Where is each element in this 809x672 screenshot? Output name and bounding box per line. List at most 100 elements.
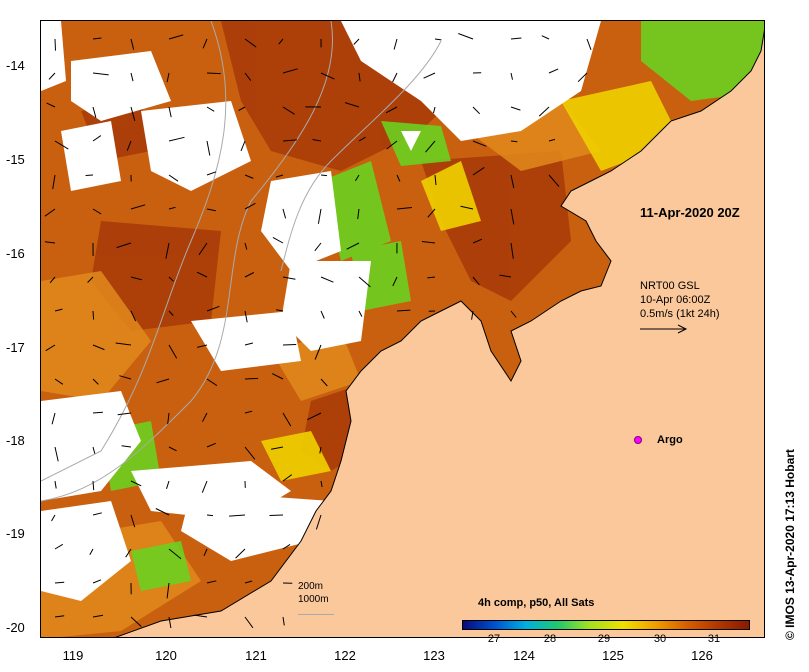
current-vector bbox=[320, 310, 325, 319]
lon-tick-label: 121 bbox=[245, 648, 267, 663]
current-vector bbox=[92, 512, 102, 516]
current-vector bbox=[358, 72, 361, 82]
current-vector bbox=[206, 140, 211, 156]
current-vector bbox=[48, 72, 56, 80]
current-vector bbox=[244, 174, 254, 179]
current-vector bbox=[434, 174, 437, 186]
current-vector bbox=[92, 310, 95, 320]
current-vector bbox=[282, 543, 291, 550]
current-vector bbox=[541, 35, 550, 40]
lat-tick-label: -14 bbox=[6, 58, 25, 73]
current-vector bbox=[130, 616, 142, 627]
current-vector bbox=[282, 344, 297, 346]
current-vector bbox=[386, 140, 398, 150]
current-vector bbox=[317, 208, 322, 224]
current-vector bbox=[92, 411, 103, 414]
current-vector bbox=[130, 38, 135, 50]
current-vectors bbox=[44, 33, 592, 629]
credit-line: © IMOS 13-Apr-2020 17:13 Hobart bbox=[783, 449, 797, 640]
argo-float-marker[interactable] bbox=[634, 436, 642, 444]
current-vector bbox=[206, 106, 215, 112]
current-vector bbox=[51, 514, 56, 522]
current-vector bbox=[244, 580, 253, 584]
current-vector bbox=[51, 412, 56, 425]
current-vector bbox=[92, 344, 105, 351]
current-vector bbox=[92, 480, 95, 491]
sst-map bbox=[41, 21, 764, 637]
cloud-gaps bbox=[41, 21, 601, 601]
current-vector bbox=[271, 446, 284, 450]
lon-tick-label: 120 bbox=[155, 648, 177, 663]
current-vector bbox=[165, 242, 170, 259]
current-vector bbox=[357, 208, 360, 220]
current-vector bbox=[278, 38, 284, 45]
current-vector bbox=[320, 276, 334, 283]
current-vector bbox=[130, 514, 136, 528]
current-vector bbox=[168, 616, 172, 629]
current-vector bbox=[244, 410, 253, 414]
current-vector bbox=[269, 514, 284, 516]
lat-tick-label: -17 bbox=[6, 340, 25, 355]
current-vector bbox=[168, 34, 184, 40]
current-vector bbox=[45, 344, 56, 352]
current-vector bbox=[168, 276, 174, 282]
current-vector bbox=[121, 445, 132, 448]
current-vector bbox=[472, 140, 487, 147]
current-vector bbox=[54, 581, 65, 584]
current-vector bbox=[319, 446, 322, 454]
current-vector bbox=[130, 310, 137, 322]
current-vector bbox=[472, 238, 483, 244]
current-vector bbox=[392, 72, 398, 83]
current-vector bbox=[168, 106, 172, 118]
current-vector bbox=[427, 208, 436, 218]
current-vector bbox=[471, 310, 474, 320]
current-vector bbox=[130, 276, 143, 281]
current-vector bbox=[282, 68, 298, 74]
current-vector bbox=[229, 514, 246, 517]
current-vector bbox=[392, 276, 398, 287]
current-vector bbox=[196, 271, 208, 278]
current-vector bbox=[458, 33, 474, 40]
current-vector bbox=[282, 139, 297, 142]
current-vector bbox=[538, 106, 550, 117]
map-panel[interactable] bbox=[40, 20, 765, 638]
isobath-lines bbox=[41, 21, 442, 502]
colorbar-tick-label: 30 bbox=[653, 633, 667, 645]
current-vector bbox=[282, 616, 285, 626]
current-vector bbox=[92, 37, 102, 40]
current-vector bbox=[125, 548, 132, 558]
current-vector bbox=[510, 106, 521, 111]
current-vector bbox=[472, 166, 485, 176]
colorbar-tick-label: 28 bbox=[543, 633, 557, 645]
current-vector bbox=[385, 106, 398, 114]
current-vector bbox=[206, 514, 214, 517]
current-vector bbox=[354, 174, 360, 182]
current-vector bbox=[166, 480, 170, 489]
current-vector bbox=[235, 548, 246, 559]
current-vector bbox=[206, 208, 216, 212]
current-vector bbox=[472, 106, 481, 115]
current-vector bbox=[85, 174, 94, 176]
current-vector bbox=[275, 174, 284, 178]
current-vector bbox=[166, 582, 170, 599]
current-vector bbox=[396, 174, 401, 182]
current-vector bbox=[92, 378, 99, 385]
current-vector bbox=[510, 37, 522, 40]
current-vector bbox=[314, 242, 322, 252]
current-vector bbox=[46, 102, 56, 108]
current-vector bbox=[92, 106, 97, 118]
current-vector bbox=[54, 543, 64, 550]
event-timestamp-label: 11-Apr-2020 20Z bbox=[640, 205, 740, 220]
colorbar-tick-label: 29 bbox=[597, 633, 611, 645]
current-vector bbox=[54, 615, 65, 618]
colorbar-tick-label: 31 bbox=[707, 633, 721, 645]
current-vector bbox=[433, 106, 436, 114]
current-vector bbox=[244, 72, 252, 81]
current-vector bbox=[282, 106, 295, 115]
sst-colorbar bbox=[462, 620, 750, 630]
current-vector bbox=[206, 305, 220, 312]
lon-tick-label: 126 bbox=[691, 648, 713, 663]
lat-tick-label: -16 bbox=[6, 246, 25, 261]
current-vector bbox=[115, 342, 132, 346]
current-vector bbox=[238, 106, 246, 111]
